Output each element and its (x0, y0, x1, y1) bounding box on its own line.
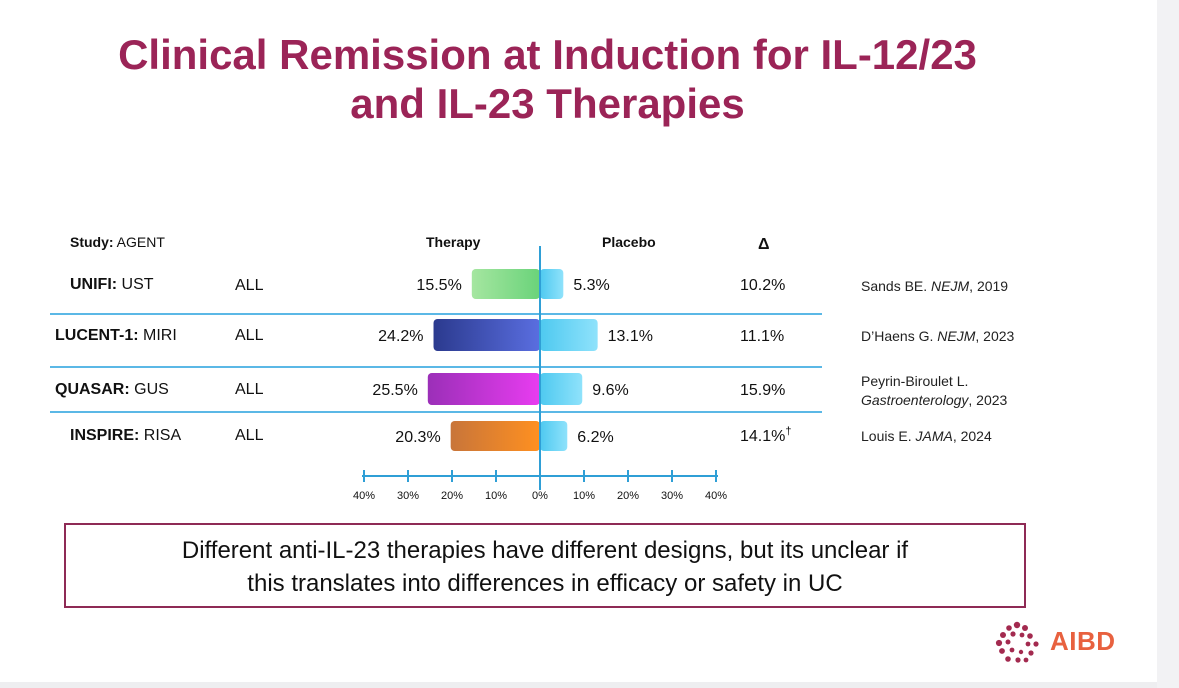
row-reference: Peyrin-Biroulet L. Gastroenterology, 2023 (861, 372, 1007, 410)
x-axis-tick-label: 0% (532, 490, 548, 502)
slide: Clinical Remission at Induction for IL-1… (0, 0, 1157, 682)
row-study: INSPIRE: RISA (70, 426, 181, 446)
row-population: ALL (235, 277, 264, 294)
x-axis-tick-label: 10% (485, 490, 507, 502)
ref-journal: NEJM (931, 278, 970, 294)
therapy-bar (433, 319, 540, 351)
ref-journal: Gastroenterology (861, 392, 969, 408)
row-reference: Louis E. JAMA, 2024 (861, 427, 992, 446)
x-axis-tick-label: 40% (705, 490, 727, 502)
header-delta: Δ (758, 236, 770, 253)
agent-name: UST (117, 276, 154, 293)
ref-author: Louis E. (861, 428, 916, 444)
row-separator (50, 313, 822, 315)
header-study-bold: Study: (70, 234, 114, 250)
therapy-bar (471, 269, 540, 299)
key-message-box: Different anti-IL-23 therapies have diff… (64, 523, 1026, 608)
placebo-bar (540, 373, 583, 405)
row-study: UNIFI: UST (70, 275, 154, 295)
therapy-bar (450, 421, 540, 451)
therapy-value-label: 20.3% (395, 429, 440, 446)
x-axis-tick-label: 30% (397, 490, 419, 502)
delta-value: 15.9% (740, 382, 786, 399)
therapy-bar (427, 373, 540, 405)
placebo-value-label: 6.2% (577, 429, 613, 446)
therapy-value-label: 24.2% (378, 328, 423, 345)
trial-name: LUCENT-1: (55, 327, 139, 344)
ref-author: Sands BE. (861, 278, 932, 294)
row-reference: Sands BE. NEJM, 2019 (861, 277, 1008, 296)
trial-name: QUASAR: (55, 381, 130, 398)
row-separator (50, 366, 822, 368)
row-delta: 15.9% (740, 381, 785, 401)
row-population: ALL (235, 427, 264, 444)
delta-value: 11.1% (740, 328, 785, 345)
placebo-value-label: 9.6% (592, 382, 628, 399)
x-axis-tick-label: 20% (617, 490, 639, 502)
ref-author: D’Haens G. (861, 328, 938, 344)
x-axis-tick-label: 20% (441, 490, 463, 502)
ref-author: Peyrin-Biroulet L. (861, 373, 969, 389)
ref-year: , 2023 (975, 328, 1015, 344)
delta-value: 10.2% (740, 277, 786, 294)
row-delta: 10.2% (740, 276, 785, 296)
therapy-value-label: 25.5% (372, 382, 417, 399)
ref-journal: JAMA (915, 428, 953, 444)
row-delta: 14.1%† (740, 425, 792, 447)
ref-year: , 2024 (952, 428, 992, 444)
agent-name: RISA (139, 427, 182, 444)
key-message-line-2: this translates into differences in effi… (247, 570, 843, 597)
remission-bar-chart: 15.5% 5.3% 24.2% 13.1% 25.5% 9.6% 20.3% 6.2% 40%… (353, 246, 727, 502)
placebo-bar (540, 421, 568, 451)
aibd-logo-icon (995, 621, 1039, 663)
trial-name: UNIFI: (70, 276, 118, 293)
row-delta: 11.1% (740, 327, 784, 347)
ref-year: , 2023 (968, 392, 1008, 408)
placebo-value-label: 5.3% (573, 277, 609, 294)
header-study-rest: AGENT (113, 234, 165, 250)
title-line-2: and IL-23 Therapies (350, 80, 745, 127)
row-population: ALL (235, 327, 264, 344)
logo-text: AIBD (1050, 626, 1116, 656)
row-separator (50, 411, 822, 413)
dagger-mark: † (785, 425, 792, 438)
agent-name: GUS (129, 381, 169, 398)
header-therapy: Therapy (426, 234, 481, 250)
key-message-line-1: Different anti-IL-23 therapies have diff… (181, 537, 909, 564)
title-line-1: Clinical Remission at Induction for IL-1… (118, 31, 977, 78)
row-population: ALL (235, 381, 264, 398)
trial-name: INSPIRE: (70, 427, 140, 444)
ref-year: , 2019 (969, 278, 1009, 294)
row-study: QUASAR: GUS (55, 380, 169, 400)
placebo-bar (540, 269, 564, 299)
header-study: Study: AGENT (70, 234, 165, 250)
x-axis-tick-label: 30% (661, 490, 683, 502)
delta-value: 14.1% (740, 428, 786, 445)
x-axis-tick-label: 40% (353, 490, 375, 502)
x-axis-tick-label: 10% (573, 490, 595, 502)
agent-name: MIRI (138, 327, 177, 344)
placebo-value-label: 13.1% (608, 328, 653, 345)
ref-journal: NEJM (937, 328, 976, 344)
row-study: LUCENT-1: MIRI (55, 326, 177, 346)
row-reference: D’Haens G. NEJM, 2023 (861, 327, 1014, 346)
therapy-value-label: 15.5% (416, 277, 461, 294)
header-placebo: Placebo (602, 234, 656, 250)
slide-title: Clinical Remission at Induction for IL-1… (0, 30, 1095, 128)
page-edge (1157, 0, 1179, 688)
placebo-bar (540, 319, 598, 351)
